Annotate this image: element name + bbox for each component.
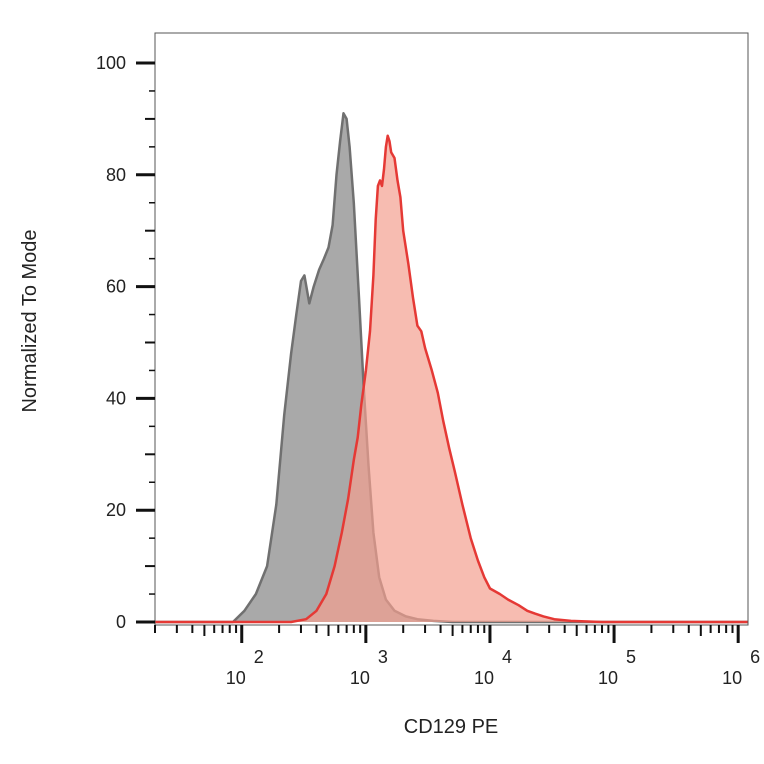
x-tick-exponent: 2 (254, 647, 264, 667)
y-tick-label: 80 (106, 165, 126, 185)
y-tick-label: 20 (106, 500, 126, 520)
y-axis-title: Normalized To Mode (19, 229, 41, 412)
plot-frame (154, 32, 749, 626)
series-layer (155, 112, 748, 624)
x-tick-exponent: 6 (750, 647, 760, 667)
series-2-fill (155, 135, 748, 622)
series-1-fill (155, 113, 748, 623)
y-tick-label: 60 (106, 277, 126, 297)
y-tick-label: 40 (106, 388, 126, 408)
x-tick-exponent: 3 (378, 647, 388, 667)
x-tick-label: 10 (226, 668, 246, 688)
x-tick-exponent: 4 (502, 647, 512, 667)
series-2-line (155, 134, 748, 624)
y-tick-label: 100 (96, 53, 126, 73)
x-tick-label: 10 (598, 668, 618, 688)
x-tick-label: 10 (350, 668, 370, 688)
x-tick-label: 10 (474, 668, 494, 688)
y-tick-label: 0 (116, 612, 126, 632)
y-axis: 0 20 40 60 80 100 (96, 53, 155, 632)
x-tick-exponent: 5 (626, 647, 636, 667)
x-tick-label: 10 (722, 668, 742, 688)
x-axis-title: CD129 PE (404, 716, 499, 738)
x-axis: 10 2 10 3 10 4 10 5 10 6 (154, 625, 760, 688)
